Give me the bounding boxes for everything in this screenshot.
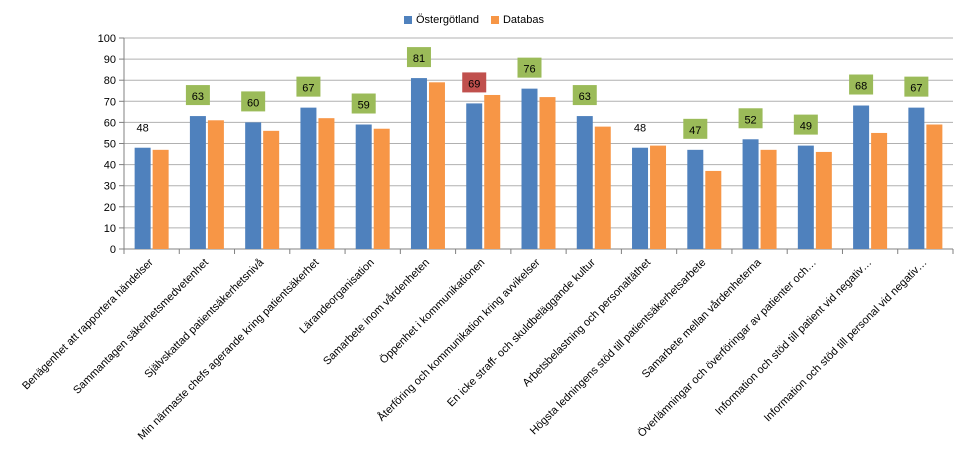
bar-databas: [428, 82, 445, 249]
bar-databas: [650, 145, 667, 249]
x-category-label: Samarbete inom vårdenheten: [321, 257, 432, 368]
bar-databas: [263, 130, 280, 249]
bar-ostergotland: [466, 103, 483, 249]
x-category-label: Samarbete mellan vårdenheterna: [640, 256, 765, 381]
x-category-label: Självskattad patientsäkerhetsnivå: [142, 256, 267, 381]
data-label-box: [296, 76, 321, 97]
bar-ostergotland: [908, 107, 925, 249]
data-label: 67: [302, 83, 314, 95]
bar-databas: [594, 126, 611, 249]
bar-databas: [926, 124, 943, 249]
data-label-box: [683, 118, 708, 139]
bar-databas: [815, 151, 832, 249]
bar-ostergotland: [410, 78, 427, 249]
bar-ostergotland: [632, 147, 649, 249]
data-label-box: [793, 114, 818, 135]
data-label-box: [241, 91, 266, 112]
bar-databas: [484, 94, 501, 249]
data-label: 69: [468, 78, 480, 90]
bar-ostergotland: [521, 88, 538, 249]
data-label: 63: [579, 91, 591, 103]
data-label-box: [904, 76, 929, 97]
bar-databas: [318, 118, 335, 250]
y-tick-label: 80: [104, 75, 116, 87]
legend-label-ostergotland: Östergötland: [416, 14, 479, 26]
y-tick-label: 50: [104, 139, 116, 151]
data-label-box: [517, 57, 542, 78]
bar-ostergotland: [576, 116, 593, 249]
data-label-box: [462, 72, 487, 93]
data-label: 49: [800, 121, 812, 133]
legend: Östergötland Databas: [404, 14, 556, 26]
data-label: 48: [634, 123, 646, 135]
bar-ostergotland: [853, 105, 870, 250]
data-label: 81: [413, 53, 425, 65]
data-label: 59: [358, 100, 370, 112]
data-label-box: [572, 85, 597, 106]
y-tick-label: 0: [110, 244, 116, 256]
y-tick-label: 10: [104, 223, 116, 235]
data-label: 68: [855, 81, 867, 93]
bar-databas: [539, 97, 556, 249]
data-label: 60: [247, 97, 259, 109]
bar-ostergotland: [742, 139, 759, 249]
y-tick-label: 40: [104, 160, 116, 172]
y-tick-label: 20: [104, 202, 116, 214]
bar-ostergotland: [134, 147, 151, 249]
bar-ostergotland: [189, 116, 206, 249]
bar-databas: [871, 132, 888, 249]
data-label: 76: [523, 64, 535, 76]
data-label-box: [185, 85, 210, 106]
y-tick-label: 90: [104, 54, 116, 66]
legend-item-databas: Databas: [490, 14, 544, 26]
bar-databas: [207, 120, 224, 249]
data-label: 48: [137, 123, 149, 135]
data-label-box: [738, 108, 763, 129]
bar-databas: [152, 149, 169, 249]
y-tick-label: 70: [104, 96, 116, 108]
data-label: 47: [689, 125, 701, 137]
data-label-box: [849, 74, 874, 95]
data-label-box: [351, 93, 376, 114]
bar-ostergotland: [300, 107, 317, 249]
y-tick-label: 100: [98, 33, 116, 45]
y-tick-label: 30: [104, 181, 116, 193]
data-label: 52: [744, 114, 756, 126]
bar-ostergotland: [687, 149, 704, 249]
bar-ostergotland: [355, 124, 372, 249]
legend-swatch-databas: [490, 16, 499, 24]
bar-ostergotland: [245, 122, 262, 249]
legend-item-ostergotland: Östergötland: [404, 14, 479, 26]
bar-ostergotland: [797, 145, 814, 249]
bar-databas: [705, 170, 722, 249]
legend-swatch-ostergotland: [404, 16, 412, 24]
bar-databas: [373, 128, 390, 249]
data-label-box: [406, 47, 431, 68]
y-tick-label: 60: [104, 117, 116, 129]
bar-databas: [760, 149, 777, 249]
data-label: 63: [192, 91, 204, 103]
legend-label-databas: Databas: [502, 14, 544, 26]
data-label: 67: [910, 83, 922, 95]
x-category-label: Öppenhet i kommunikationen: [378, 257, 488, 367]
